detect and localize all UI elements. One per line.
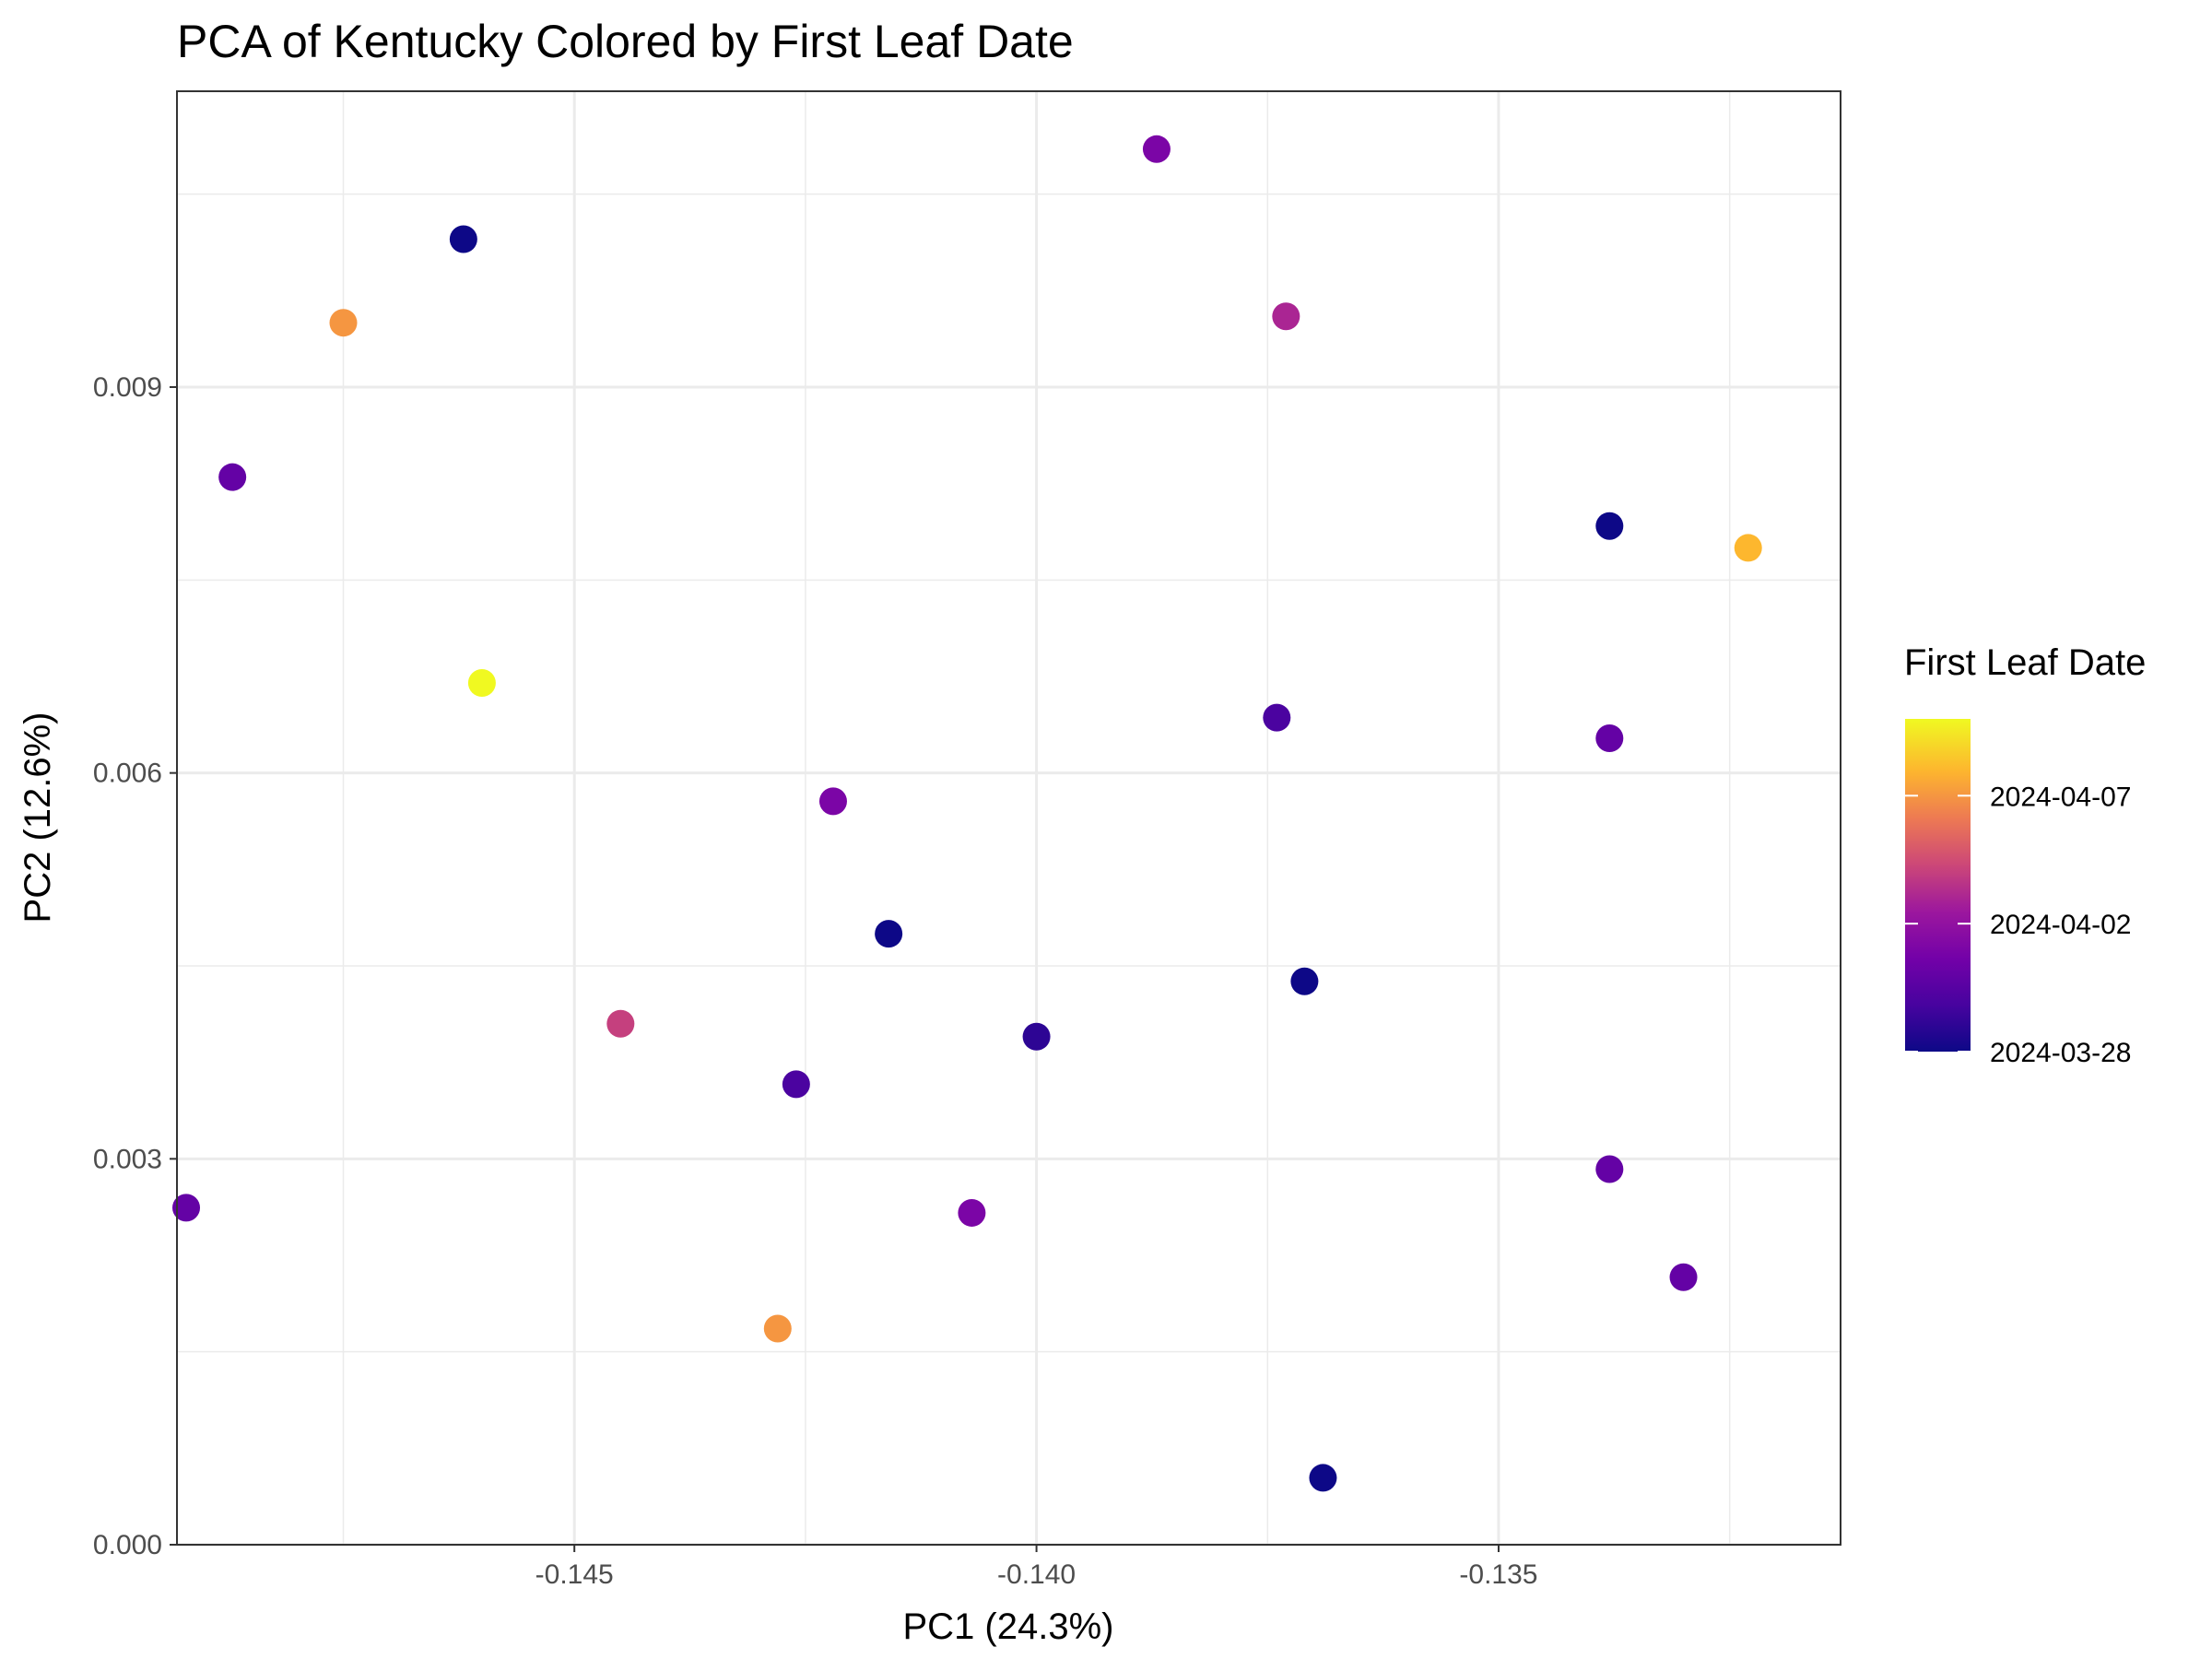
- data-point: [172, 1194, 201, 1222]
- data-point: [875, 920, 903, 948]
- data-point: [1309, 1464, 1337, 1492]
- x-tick-label: -0.145: [535, 1559, 614, 1590]
- x-axis-ticks: -0.145 -0.140 -0.135: [535, 1545, 1538, 1590]
- plot-panel: [177, 91, 1841, 1545]
- data-point: [1290, 967, 1319, 995]
- y-tick-label: 0.006: [93, 759, 162, 789]
- data-point: [1022, 1022, 1051, 1051]
- data-point: [606, 1009, 635, 1038]
- data-point: [958, 1198, 986, 1227]
- data-point: [1734, 534, 1762, 562]
- x-tick-label: -0.140: [997, 1559, 1076, 1590]
- data-point: [1263, 703, 1291, 732]
- legend-colorbar: [1905, 719, 1971, 1052]
- x-axis-title: PC1 (24.3%): [903, 1606, 1114, 1647]
- data-point: [818, 787, 847, 816]
- legend-tick-label: 2024-03-28: [1990, 1038, 2131, 1068]
- data-point: [467, 668, 496, 697]
- data-point: [329, 309, 358, 337]
- legend-tick-label: 2024-04-07: [1990, 782, 2131, 812]
- data-point: [1595, 724, 1624, 752]
- y-tick-label: 0.009: [93, 372, 162, 403]
- y-tick-label: 0.000: [93, 1530, 162, 1560]
- data-point: [1595, 1155, 1624, 1183]
- data-point: [1669, 1263, 1698, 1291]
- data-point: [449, 225, 477, 253]
- legend-ticks: 2024-03-28 2024-04-02 2024-04-07: [1905, 782, 2131, 1068]
- data-point: [1595, 512, 1624, 540]
- data-point: [1142, 135, 1171, 163]
- y-axis-ticks: 0.000 0.003 0.006 0.009: [93, 372, 177, 1560]
- legend-tick-label: 2024-04-02: [1990, 910, 2131, 940]
- data-points: [172, 135, 1762, 1492]
- data-point: [218, 463, 247, 491]
- data-point: [782, 1070, 810, 1099]
- chart-title: PCA of Kentucky Colored by First Leaf Da…: [177, 16, 1074, 67]
- data-point: [1272, 302, 1300, 331]
- x-tick-label: -0.135: [1459, 1559, 1537, 1590]
- y-axis-title: PC2 (12.6%): [18, 712, 58, 924]
- y-tick-label: 0.003: [93, 1144, 162, 1174]
- legend-title: First Leaf Date: [1904, 642, 2146, 683]
- legend: First Leaf Date 2024-03-282024-04-022024…: [1904, 642, 2146, 1068]
- data-point: [763, 1314, 792, 1343]
- grid-lines: [177, 91, 1841, 1547]
- plot-border: [176, 90, 1841, 1546]
